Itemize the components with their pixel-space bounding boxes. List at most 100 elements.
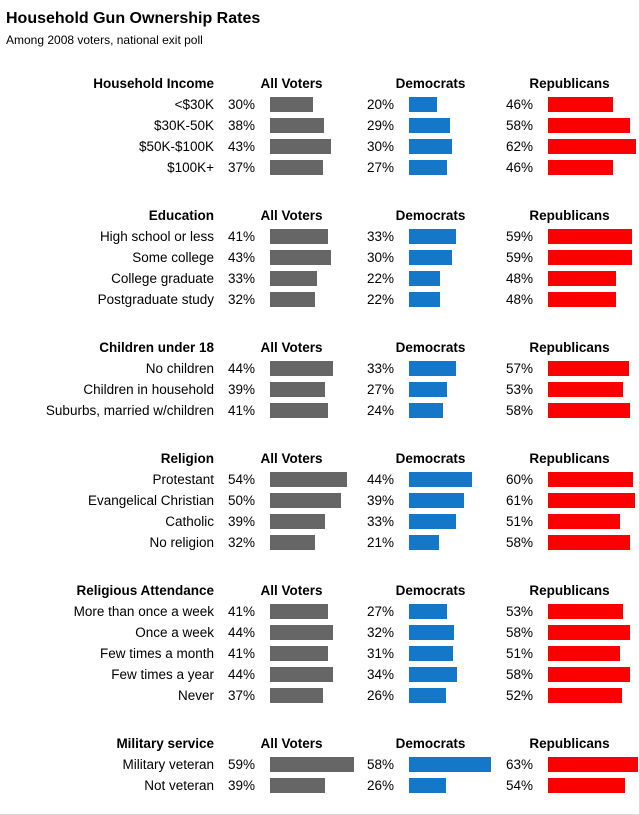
column-header-democrats: Democrats [395, 76, 466, 91]
value-label-democrats: 58% [367, 757, 395, 772]
bar-track [409, 667, 500, 682]
republicans-bar [548, 97, 614, 112]
row-label: Postgraduate study [97, 292, 214, 307]
bar-group-democrats: 22% [361, 292, 500, 307]
all-voters-bar [270, 271, 317, 286]
bar-track [409, 229, 500, 244]
data-row: No religion 32% 21% 58% [6, 532, 639, 553]
column-header-republicans: Republicans [529, 736, 610, 751]
value-label-republicans: 58% [506, 667, 534, 682]
republicans-bar [548, 472, 634, 487]
republicans-bar [548, 160, 614, 175]
value-label-democrats: 27% [367, 160, 395, 175]
all-voters-bar [270, 535, 316, 550]
bar-track [548, 604, 639, 619]
bar-track [409, 160, 500, 175]
republicans-bar [548, 271, 617, 286]
republicans-bar [548, 139, 636, 154]
value-label-all-voters: 41% [228, 403, 256, 418]
democrats-bar [409, 493, 465, 508]
bar-group-democrats: 26% [361, 778, 500, 793]
row-label: Never [177, 688, 214, 703]
bar-group-democrats: 34% [361, 667, 500, 682]
section-header: Education [148, 208, 214, 223]
all-voters-bar [270, 250, 332, 265]
bar-group-all-voters: 41% [222, 403, 361, 418]
data-row: $30K-50K 38% 29% 58% [6, 115, 639, 136]
section-header-row: Religious Attendance All Voters Democrats R… [6, 580, 639, 601]
value-label-all-voters: 37% [228, 160, 256, 175]
value-label-republicans: 53% [506, 382, 534, 397]
bar-group-republicans: 63% [500, 757, 639, 772]
democrats-bar [409, 535, 439, 550]
data-row: $100K+ 37% 27% 46% [6, 157, 639, 178]
all-voters-bar [270, 229, 329, 244]
republicans-bar [548, 292, 617, 307]
value-label-all-voters: 41% [228, 646, 256, 661]
bar-group-democrats: 27% [361, 382, 500, 397]
bar-group-all-voters: 37% [222, 688, 361, 703]
bar-group-all-voters: 39% [222, 778, 361, 793]
column-header-democrats: Democrats [395, 583, 466, 598]
row-label: Suburbs, married w/children [45, 403, 214, 418]
column-header-democrats: Democrats [395, 451, 466, 466]
data-row: Not veteran 39% 26% 54% [6, 775, 639, 796]
all-voters-bar [270, 688, 323, 703]
column-header-all-voters: All Voters [260, 583, 323, 598]
chart-sections: Household Income All Voters Democrats Repub… [6, 73, 639, 796]
bar-track [270, 160, 361, 175]
column-header-republicans: Republicans [529, 340, 610, 355]
bar-group-republicans: 59% [500, 250, 639, 265]
data-row: Children in household 39% 27% 53% [6, 379, 639, 400]
bar-group-all-voters: 41% [222, 229, 361, 244]
row-label: Few times a month [99, 646, 214, 661]
bar-track [409, 514, 500, 529]
section-header-row: Military service All Voters Democrats Repub… [6, 733, 639, 754]
democrats-bar [409, 382, 448, 397]
bar-track [270, 139, 361, 154]
data-row: More than once a week 41% 27% 53% [6, 601, 639, 622]
all-voters-bar [270, 118, 324, 133]
democrats-bar [409, 229, 456, 244]
bar-group-democrats: 33% [361, 361, 500, 376]
bar-track [409, 271, 500, 286]
column-header-democrats: Democrats [395, 736, 466, 751]
value-label-all-voters: 59% [228, 757, 256, 772]
value-label-democrats: 20% [367, 97, 395, 112]
bar-track [409, 646, 500, 661]
value-label-republicans: 63% [506, 757, 534, 772]
bar-group-democrats: 58% [361, 757, 500, 772]
value-label-democrats: 21% [367, 535, 395, 550]
data-row: <$30K 30% 20% 46% [6, 94, 639, 115]
data-row: Catholic 39% 33% 51% [6, 511, 639, 532]
chart-title: Household Gun Ownership Rates [6, 10, 261, 27]
row-label: Once a week [135, 625, 214, 640]
bar-group-republicans: 58% [500, 403, 639, 418]
bar-track [548, 361, 639, 376]
bar-track [548, 97, 639, 112]
bar-track [270, 604, 361, 619]
column-header-republicans: Republicans [529, 583, 610, 598]
value-label-all-voters: 41% [228, 229, 256, 244]
bar-group-democrats: 31% [361, 646, 500, 661]
all-voters-bar [270, 160, 323, 175]
bar-track [548, 757, 639, 772]
row-label: $50K-$100K [138, 139, 214, 154]
democrats-bar [409, 667, 458, 682]
bar-group-republicans: 51% [500, 514, 639, 529]
data-row: Few times a year 44% 34% 58% [6, 664, 639, 685]
value-label-republicans: 58% [506, 625, 534, 640]
democrats-bar [409, 160, 448, 175]
value-label-all-voters: 33% [228, 271, 256, 286]
bar-track [270, 361, 361, 376]
democrats-bar [409, 778, 446, 793]
all-voters-bar [270, 472, 347, 487]
bar-group-democrats: 26% [361, 688, 500, 703]
republicans-bar [548, 403, 631, 418]
bar-group-republicans: 52% [500, 688, 639, 703]
republicans-bar [548, 625, 631, 640]
bar-group-all-voters: 41% [222, 646, 361, 661]
republicans-bar [548, 361, 629, 376]
bar-group-all-voters: 50% [222, 493, 361, 508]
republicans-bar [548, 757, 638, 772]
